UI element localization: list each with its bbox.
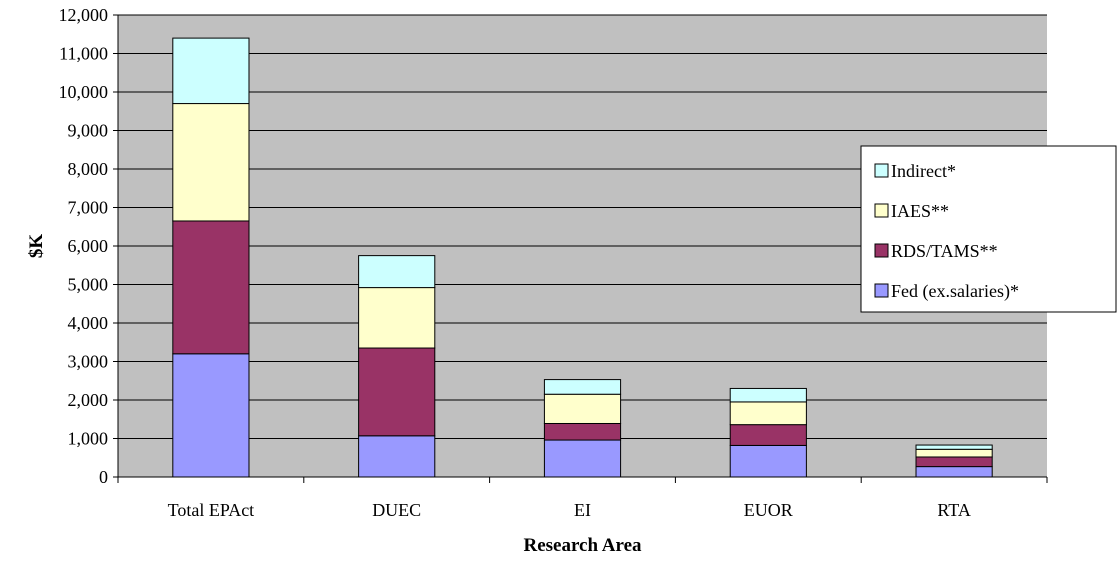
bar-segment xyxy=(915,448,993,458)
bar-segment xyxy=(543,422,622,441)
bar-segment xyxy=(543,439,622,478)
bar-segment xyxy=(172,37,250,105)
y-tick-label: 11,000 xyxy=(59,44,108,64)
legend: Indirect* IAES** RDS/TAMS** Fed (ex.salarie… xyxy=(860,145,1117,313)
bar-segment xyxy=(729,444,807,478)
y-tick-label: 2,000 xyxy=(68,390,109,410)
x-axis-title: Research Area xyxy=(523,535,642,556)
y-tick-label: 9,000 xyxy=(68,121,109,141)
axes xyxy=(113,14,1048,483)
x-tick-label: EI xyxy=(574,500,591,520)
bar-segment xyxy=(172,353,250,478)
bar-segment xyxy=(729,387,807,403)
x-tick-labels: Total EPAct DUEC EI EUOR RTA xyxy=(168,500,971,520)
y-tick-label: 0 xyxy=(99,467,108,487)
y-tick-label: 1,000 xyxy=(68,429,109,449)
x-tick-label: RTA xyxy=(937,500,970,520)
y-tick-label: 12,000 xyxy=(59,5,109,25)
legend-swatch xyxy=(874,163,889,178)
y-tick-labels: 0 1,000 2,000 3,000 4,000 5,000 6,000 7,000 8,00… xyxy=(59,5,109,487)
y-tick-label: 5,000 xyxy=(68,275,109,295)
bar-segment xyxy=(358,255,436,289)
legend-swatch xyxy=(874,243,889,258)
bar-segment xyxy=(915,456,993,468)
legend-label: RDS/TAMS** xyxy=(891,241,998,261)
legend-swatch xyxy=(874,203,889,218)
bar-segment xyxy=(358,287,436,349)
bar-segment xyxy=(172,103,250,222)
legend-label: IAES** xyxy=(891,201,949,221)
y-tick-label: 4,000 xyxy=(68,313,109,333)
bars xyxy=(172,37,993,478)
y-tick-label: 8,000 xyxy=(68,159,109,179)
legend-label: Indirect* xyxy=(891,161,956,181)
bar-segment xyxy=(172,220,250,355)
bar-segment xyxy=(543,393,622,424)
legend-label: Fed (ex.salaries)* xyxy=(891,281,1019,302)
x-tick-label: EUOR xyxy=(744,500,793,520)
x-tick-label: DUEC xyxy=(372,500,421,520)
bar-segment xyxy=(915,444,993,450)
y-tick-label: 10,000 xyxy=(59,82,109,102)
bar-segment xyxy=(543,379,622,395)
bar-segment xyxy=(358,347,436,437)
x-tick-label: Total EPAct xyxy=(168,500,255,520)
y-axis-title: $K xyxy=(26,234,47,259)
y-tick-label: 7,000 xyxy=(68,198,109,218)
legend-box xyxy=(860,145,1117,313)
y-tick-label: 3,000 xyxy=(68,352,109,372)
bar-segment xyxy=(729,424,807,446)
y-tick-label: 6,000 xyxy=(68,236,109,256)
bar-segment xyxy=(915,466,993,478)
legend-swatch xyxy=(874,283,889,298)
bar-segment xyxy=(729,401,807,426)
bar-segment xyxy=(358,435,436,478)
